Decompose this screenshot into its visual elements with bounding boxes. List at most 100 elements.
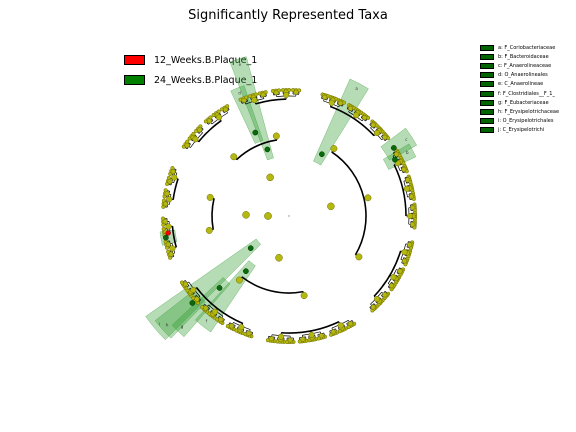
taxon-node bbox=[203, 305, 209, 311]
taxon-node bbox=[322, 94, 328, 100]
taxa-legend-label: i: O_Erysipelotrichales bbox=[498, 118, 554, 125]
tree-nodes bbox=[160, 87, 418, 345]
taxon-node bbox=[327, 202, 335, 211]
clade-label: f bbox=[206, 319, 208, 324]
clade-label: b bbox=[406, 150, 409, 155]
taxon-node bbox=[277, 333, 285, 340]
clade-highlight bbox=[229, 56, 274, 161]
enriched-node bbox=[392, 156, 398, 163]
branch-arc bbox=[211, 198, 215, 230]
green-swatch bbox=[480, 118, 494, 125]
taxon-node bbox=[370, 304, 376, 310]
taxon-node bbox=[348, 105, 354, 111]
clade-highlight bbox=[380, 127, 418, 161]
clade-label: h bbox=[166, 323, 169, 328]
taxon-node bbox=[293, 89, 299, 95]
enriched-node bbox=[163, 234, 169, 241]
taxon-node bbox=[390, 274, 397, 281]
enriched-node bbox=[216, 285, 223, 291]
green-swatch bbox=[480, 81, 494, 88]
taxon-node bbox=[388, 283, 395, 289]
branch-arc bbox=[393, 164, 407, 217]
branch-arc bbox=[171, 226, 178, 248]
branch-arc bbox=[195, 287, 244, 325]
taxon-node bbox=[401, 166, 407, 172]
taxa-legend-entry: g: F_Eubacteriaceae bbox=[480, 98, 559, 107]
taxa-legend-entry: f: F_Clostridiales__F_1_ bbox=[480, 89, 559, 98]
taxa-legend-label: f: F_Clostridiales__F_1_ bbox=[498, 90, 555, 97]
taxon-node bbox=[184, 142, 190, 148]
taxon-node bbox=[393, 151, 400, 157]
taxon-node bbox=[194, 296, 200, 302]
taxa-legend-entry: e: C_Anaerolineae bbox=[480, 80, 559, 89]
taxon-node bbox=[397, 268, 403, 274]
enriched-node bbox=[264, 146, 271, 153]
taxon-node bbox=[318, 333, 324, 339]
green-swatch bbox=[480, 99, 494, 106]
branch-arc bbox=[373, 250, 402, 297]
taxon-node bbox=[401, 248, 408, 256]
red-swatch bbox=[124, 55, 145, 65]
branch-arc bbox=[281, 321, 340, 334]
taxon-node bbox=[408, 193, 414, 199]
taxon-node bbox=[272, 132, 280, 140]
taxon-node bbox=[251, 97, 258, 104]
taxon-node bbox=[405, 177, 411, 183]
clade-label: d bbox=[238, 91, 241, 96]
taxon-node bbox=[242, 211, 250, 219]
enriched-node bbox=[319, 151, 325, 158]
clade-label: c bbox=[405, 137, 407, 142]
taxon-node bbox=[206, 118, 212, 124]
taxon-node bbox=[308, 331, 315, 338]
enriched-node bbox=[189, 300, 196, 306]
taxon-node bbox=[164, 191, 170, 197]
enriched-node bbox=[252, 129, 259, 136]
taxon-node bbox=[337, 322, 344, 329]
branch-arc bbox=[197, 119, 222, 143]
taxon-node bbox=[300, 336, 306, 342]
enriched-node bbox=[243, 268, 249, 275]
taxon-node bbox=[382, 292, 388, 298]
taxon-node bbox=[403, 185, 410, 192]
taxa-legend-label: e: C_Anaerolineae bbox=[498, 81, 544, 88]
green-swatch bbox=[480, 72, 494, 79]
taxon-node bbox=[162, 219, 168, 225]
clade-highlight bbox=[313, 78, 369, 166]
root-node bbox=[288, 215, 290, 217]
taxa-legend-entry: j: C_Erysipelotrichi bbox=[480, 126, 559, 135]
green-swatch bbox=[480, 108, 494, 115]
taxa-legend-label: h: F_Erysipelotrichaceae bbox=[498, 108, 560, 115]
taxon-node bbox=[264, 212, 272, 220]
clade-label: g bbox=[181, 324, 184, 329]
taxon-node bbox=[364, 194, 372, 202]
taxon-node bbox=[241, 97, 247, 103]
taxon-node bbox=[168, 251, 174, 257]
taxon-node bbox=[166, 196, 173, 203]
taxa-legend-entry: a: F_Coriobacteriaceae bbox=[480, 43, 559, 52]
taxa-legend-label: a: F_Coriobacteriaceae bbox=[498, 44, 556, 51]
green-swatch bbox=[480, 62, 494, 69]
taxa-legend-entry: c: F_Anaerolineaceae bbox=[480, 61, 559, 70]
taxon-node bbox=[218, 316, 224, 323]
legend-label: 24_Weeks.B.Plaque_1 bbox=[154, 74, 258, 86]
taxon-node bbox=[229, 323, 235, 329]
taxon-node bbox=[182, 281, 188, 287]
figure-title: Significantly Represented Taxa bbox=[188, 8, 388, 23]
green-swatch bbox=[480, 44, 494, 51]
taxa-legend-entry: d: O_Anaerolineales bbox=[480, 71, 559, 80]
red-enriched-node bbox=[165, 230, 171, 236]
taxon-node bbox=[223, 106, 229, 112]
taxon-node bbox=[205, 226, 213, 234]
clade-label: j bbox=[165, 235, 167, 240]
taxon-node bbox=[215, 114, 223, 121]
taxon-node bbox=[238, 324, 245, 331]
taxon-node bbox=[362, 115, 368, 121]
taxon-node bbox=[266, 173, 274, 182]
taxon-node bbox=[287, 337, 293, 343]
taxon-node bbox=[410, 205, 416, 211]
taxa-legend-label: g: F_Eubacteriaceae bbox=[498, 99, 549, 106]
taxon-node bbox=[410, 221, 416, 227]
taxon-node bbox=[273, 90, 279, 96]
taxa-legend-label: b: F_Bacteroidaceae bbox=[498, 53, 549, 60]
